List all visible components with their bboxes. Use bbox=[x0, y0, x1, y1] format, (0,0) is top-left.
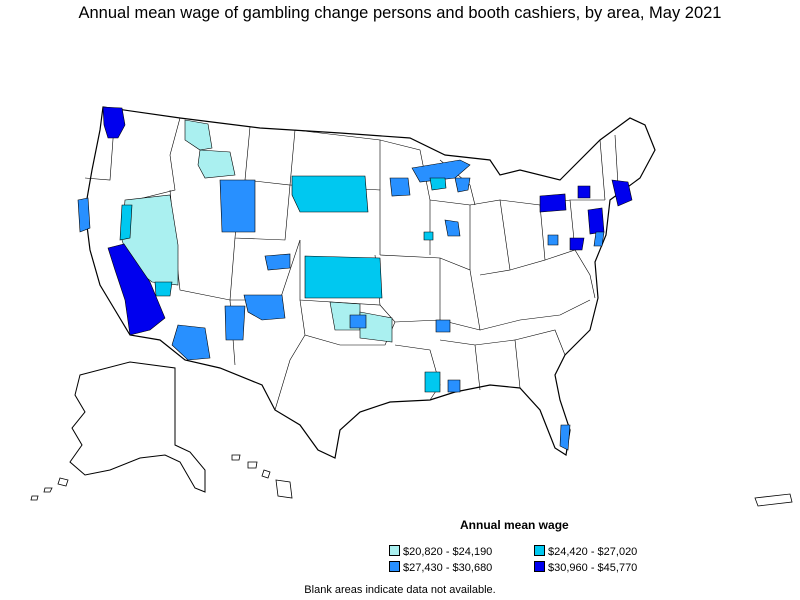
legend-label: $30,960 - $45,770 bbox=[548, 562, 638, 574]
area-ok-east bbox=[359, 311, 393, 343]
area-nj-atlantic bbox=[593, 231, 605, 247]
legend-swatch bbox=[534, 561, 545, 572]
area-mt-sw bbox=[197, 149, 236, 179]
area-wi-north bbox=[429, 177, 447, 191]
legend-label: $27,430 - $30,680 bbox=[403, 562, 493, 574]
area-ks bbox=[304, 255, 383, 299]
area-ok-tulsa bbox=[349, 314, 367, 329]
map-title: Annual mean wage of gambling change pers… bbox=[78, 4, 722, 22]
area-mi-north bbox=[454, 177, 471, 193]
legend-label: $24,420 - $27,020 bbox=[548, 546, 638, 558]
area-wa-seattle bbox=[102, 106, 126, 139]
footnote: Blank areas indicate data not available. bbox=[304, 584, 496, 596]
area-mn-north bbox=[389, 177, 411, 197]
legend-swatch bbox=[534, 545, 545, 556]
wage-areas bbox=[77, 106, 633, 451]
area-ny-central bbox=[577, 185, 591, 199]
legend-item-3: $27,430 - $30,680 bbox=[389, 561, 492, 574]
area-fl-south bbox=[559, 424, 571, 451]
puerto-rico bbox=[754, 493, 793, 507]
area-ct-ma bbox=[611, 179, 633, 207]
area-az-south bbox=[171, 324, 211, 361]
legend-label: $20,820 - $24,190 bbox=[403, 546, 493, 558]
area-ia-east bbox=[444, 219, 461, 237]
legend-item-4: $30,960 - $45,770 bbox=[534, 561, 637, 574]
alaska-outline bbox=[69, 361, 206, 493]
area-az-north bbox=[224, 305, 246, 341]
alaska-islands bbox=[30, 477, 69, 501]
legend-item-1: $20,820 - $24,190 bbox=[389, 545, 492, 558]
area-ca-nonmetro-north bbox=[77, 197, 91, 233]
area-mt-west bbox=[184, 119, 213, 151]
legend-swatch bbox=[389, 561, 400, 572]
hawaii-islands bbox=[231, 454, 293, 499]
legend-item-2: $24,420 - $27,020 bbox=[534, 545, 637, 558]
area-la-south bbox=[424, 371, 441, 393]
area-sd-east bbox=[291, 175, 369, 213]
area-il-small bbox=[423, 231, 434, 241]
area-wy-west bbox=[219, 179, 256, 233]
area-wv bbox=[547, 234, 559, 246]
area-nm-northwest bbox=[243, 294, 286, 321]
area-ny-west bbox=[539, 193, 567, 213]
area-ca-vegas-adjacent bbox=[107, 243, 166, 336]
area-md-dc bbox=[569, 237, 585, 251]
area-co-east bbox=[264, 253, 291, 271]
area-nv-laughlin bbox=[154, 281, 173, 297]
area-pa-east bbox=[587, 207, 605, 235]
area-mi-up bbox=[411, 159, 471, 183]
area-ms-north bbox=[435, 319, 451, 333]
area-nv-reno bbox=[119, 204, 133, 241]
legend-title: Annual mean wage bbox=[460, 518, 569, 532]
area-ms-coast bbox=[447, 379, 461, 393]
legend-swatch bbox=[389, 545, 400, 556]
